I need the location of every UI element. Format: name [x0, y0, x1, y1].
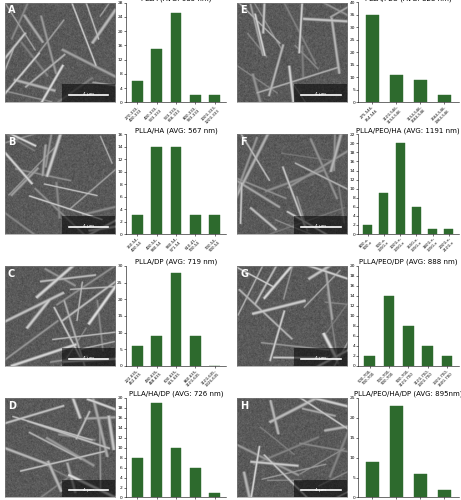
- Title: PLLA/HA (AVG: 567 nm): PLLA/HA (AVG: 567 nm): [135, 127, 217, 134]
- Bar: [444, 230, 454, 234]
- Title: PLLA (AVG: 685 nm): PLLA (AVG: 685 nm): [141, 0, 211, 2]
- Text: 4 μm: 4 μm: [315, 92, 326, 96]
- Bar: [403, 326, 414, 366]
- Bar: [294, 348, 347, 366]
- Bar: [437, 95, 451, 102]
- Text: 4 μm: 4 μm: [315, 488, 326, 492]
- Bar: [171, 272, 181, 366]
- Text: A: A: [8, 6, 15, 16]
- Bar: [62, 84, 115, 102]
- Bar: [379, 193, 388, 234]
- Bar: [171, 146, 181, 234]
- Bar: [151, 49, 162, 102]
- Text: G: G: [240, 269, 248, 279]
- Bar: [364, 356, 375, 366]
- Text: B: B: [8, 137, 15, 147]
- Bar: [190, 468, 201, 498]
- Title: PLLA/PEO/HA/DP (AVG: 895nm): PLLA/PEO/HA/DP (AVG: 895nm): [354, 390, 461, 397]
- Title: PLLA/PEO/HA (AVG: 1191 nm): PLLA/PEO/HA (AVG: 1191 nm): [356, 127, 460, 134]
- Bar: [190, 95, 201, 102]
- Bar: [132, 216, 142, 234]
- Text: 4 μm: 4 μm: [83, 356, 94, 360]
- Title: PLLA/DP (AVG: 719 nm): PLLA/DP (AVG: 719 nm): [135, 259, 217, 266]
- Bar: [209, 216, 220, 234]
- Bar: [209, 95, 220, 102]
- Bar: [390, 406, 403, 498]
- Bar: [442, 356, 452, 366]
- Bar: [132, 346, 142, 366]
- Bar: [151, 146, 162, 234]
- Bar: [151, 336, 162, 366]
- Bar: [363, 225, 372, 234]
- Bar: [62, 216, 115, 234]
- Bar: [294, 480, 347, 498]
- Bar: [414, 80, 427, 102]
- Bar: [171, 13, 181, 102]
- Bar: [294, 216, 347, 234]
- Bar: [132, 458, 142, 498]
- Text: 4 μm: 4 μm: [83, 224, 94, 228]
- Bar: [62, 480, 115, 498]
- Bar: [190, 336, 201, 366]
- Bar: [390, 75, 403, 102]
- Bar: [422, 346, 433, 366]
- Bar: [366, 462, 379, 498]
- Text: E: E: [240, 6, 247, 16]
- Bar: [412, 207, 421, 234]
- Text: C: C: [8, 269, 15, 279]
- Bar: [190, 216, 201, 234]
- Text: 4 μm: 4 μm: [83, 488, 94, 492]
- Bar: [428, 230, 437, 234]
- Bar: [171, 448, 181, 498]
- Text: D: D: [8, 400, 16, 410]
- Bar: [414, 474, 427, 498]
- Title: PLLA/HA/DP (AVG: 726 nm): PLLA/HA/DP (AVG: 726 nm): [129, 390, 223, 397]
- Bar: [366, 15, 379, 102]
- Text: H: H: [240, 400, 248, 410]
- Text: 4 μm: 4 μm: [315, 356, 326, 360]
- Text: 4 μm: 4 μm: [315, 224, 326, 228]
- Text: F: F: [240, 137, 247, 147]
- Bar: [294, 84, 347, 102]
- Bar: [437, 490, 451, 498]
- Bar: [151, 402, 162, 498]
- Text: 4 μm: 4 μm: [83, 92, 94, 96]
- Bar: [209, 492, 220, 498]
- Bar: [396, 144, 405, 234]
- Bar: [62, 348, 115, 366]
- Bar: [132, 81, 142, 102]
- Bar: [384, 296, 394, 366]
- Title: PLLA/PEO/DP (AVG: 888 nm): PLLA/PEO/DP (AVG: 888 nm): [359, 259, 458, 266]
- Title: PLLA/PEO (AVG: 828 nm): PLLA/PEO (AVG: 828 nm): [365, 0, 452, 2]
